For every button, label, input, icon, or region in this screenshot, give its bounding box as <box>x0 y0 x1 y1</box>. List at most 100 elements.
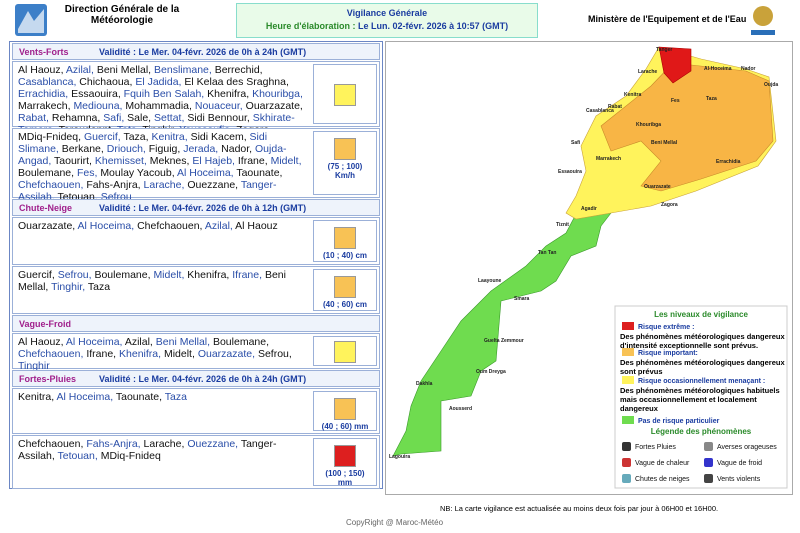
city-link[interactable]: Midelt, <box>153 269 185 281</box>
city-link[interactable]: Beni Mellal, <box>155 336 211 348</box>
phenomenon-icon <box>622 442 631 451</box>
city-link[interactable]: Kenitra, <box>151 131 188 143</box>
city-link[interactable]: Sidi Slimane, <box>18 131 268 155</box>
city-link[interactable]: Tinghir, <box>51 281 86 293</box>
map-label: Oujda <box>764 82 778 88</box>
city-link[interactable]: Khenifra, <box>119 348 162 360</box>
city: Figuig, <box>148 143 181 155</box>
city: Moulay Yacoub, <box>100 167 175 179</box>
map-label: Rabat <box>608 104 622 110</box>
city-link[interactable]: Khouribga, <box>252 88 303 100</box>
section-header: Vents-Forts Validité : Le Mer. 04-févr. 2… <box>12 43 380 60</box>
city-link[interactable]: Nouaceur, <box>194 100 243 112</box>
city-link[interactable]: Mediouna, <box>73 100 123 112</box>
section-validity: Validité : Le Mer. 04-févr. 2026 de 0h à… <box>99 374 307 384</box>
city-link[interactable]: Driouch, <box>106 143 146 155</box>
city-link[interactable]: El Hajeb, <box>192 155 235 167</box>
map-label: Beni Mellal <box>651 140 678 146</box>
region-red <box>658 46 692 84</box>
map: Tanger Larache Al-Hoceima Nador Oujda Kenitra… <box>389 46 788 489</box>
region-green <box>392 212 612 457</box>
city-link[interactable]: Chefchaouen, <box>18 179 84 191</box>
level-square <box>334 398 356 420</box>
level-square <box>334 227 356 249</box>
city-link[interactable]: Errachidia, <box>18 88 69 100</box>
legend-swatch <box>622 416 634 424</box>
city-link[interactable]: Guercif, <box>83 131 121 143</box>
city-list: Guercif, Sefrou, Boulemane, Midelt, Khen… <box>18 269 310 293</box>
city: Ouarzazate, <box>18 220 76 232</box>
city-link[interactable]: Azilal, <box>204 220 233 232</box>
city-link[interactable]: Tetouan, <box>57 450 98 462</box>
city-link[interactable]: Sefrou, <box>57 269 92 281</box>
city-link[interactable]: Taza <box>164 391 187 403</box>
copyright: CopyRight @ Maroc-Météo <box>346 518 444 527</box>
map-label: Errachidia <box>716 159 741 165</box>
vigilance-row: MDiq-Fnideq, Guercif, Taza, Kenitra, Sid… <box>12 128 380 203</box>
city: Al Haouz, <box>18 336 64 348</box>
legend-desc: Des phénomènes météorologiques dangereux… <box>620 332 785 350</box>
city-link[interactable]: Oujda-Angad, <box>18 143 287 167</box>
city-link[interactable]: Fes, <box>76 167 98 179</box>
city: Kenitra, <box>18 391 55 403</box>
city-link[interactable]: Azilal, <box>65 64 94 76</box>
city: Berkane, <box>61 143 104 155</box>
city: Meknes, <box>149 155 190 167</box>
city-link[interactable]: Al Hoceima, <box>176 167 234 179</box>
city-link[interactable]: Midelt, <box>270 155 302 167</box>
city-link[interactable]: Jerada, <box>183 143 219 155</box>
city-list: Kenitra, Al Hoceima, Taounate, Taza <box>18 391 310 403</box>
city-link[interactable]: Khemisset, <box>94 155 147 167</box>
phenomenon-icon <box>704 474 713 483</box>
map-label: Essaouira <box>558 169 582 175</box>
vigilance-row: Al Haouz, Al Hoceima, Azilal, Beni Mella… <box>12 333 380 372</box>
city-link[interactable]: Benslimane, <box>154 64 212 76</box>
city-link[interactable]: Fahs-Anjra, <box>86 438 141 450</box>
ministry: Ministère de l'Equipement et de l'Eau <box>588 14 747 24</box>
city-link[interactable]: Tinghir <box>18 360 50 372</box>
legend-desc: Des phénomènes météorologiques dangereux… <box>620 358 785 376</box>
level-indicator: (40 ; 60) cm <box>313 269 377 311</box>
city-link[interactable]: Chefchaouen, <box>18 348 84 360</box>
map-label: Agadir <box>581 206 597 212</box>
map-label: Khouribga <box>636 122 661 128</box>
level-range: (100 ; 150) <box>325 469 365 478</box>
level-square <box>334 276 356 298</box>
city: Azilal, <box>124 336 153 348</box>
header: Direction Générale de la Météorologie Vig… <box>0 0 800 40</box>
city-link[interactable]: Safi, <box>103 112 125 124</box>
city-link[interactable]: Ouezzane, <box>187 438 239 450</box>
city-link[interactable]: Larache, <box>143 179 185 191</box>
elaboration-date: Le Lun. 02-févr. 2026 à 10:57 (GMT) <box>358 21 509 31</box>
ministry-logo <box>751 6 775 35</box>
map-label: Guelta Zemmour <box>484 338 524 344</box>
map-label: Larache <box>638 69 657 75</box>
city-link[interactable]: Ouarzazate, <box>197 348 256 360</box>
city-link[interactable]: Settat, <box>154 112 185 124</box>
title-box: Vigilance Générale Heure d'élaboration :… <box>236 3 538 38</box>
city-link[interactable]: Al Hoceima, <box>56 391 114 403</box>
city: El Kelaa des Sraghna, <box>184 76 289 88</box>
city-link[interactable]: Casablanca, <box>18 76 77 88</box>
note: NB: La carte vigilance est actualisée au… <box>440 504 719 513</box>
section-title: Vague-Froid <box>19 319 72 329</box>
city: Khenifra, <box>207 88 250 100</box>
city-link[interactable]: Ifrane, <box>232 269 263 281</box>
vigilance-row: Ouarzazate, Al Hoceima, Chefchaouen, Azi… <box>12 217 380 265</box>
map-label: Taza <box>706 96 717 102</box>
level-indicator: (10 ; 40) cm <box>313 220 377 262</box>
city: Sale, <box>127 112 152 124</box>
city: Boulemane, <box>94 269 151 281</box>
city-link[interactable]: Al Hoceima, <box>65 336 123 348</box>
city-link[interactable]: El Jadida, <box>135 76 182 88</box>
city-link[interactable]: Rabat, <box>18 112 49 124</box>
city-link[interactable]: Al Hoceima, <box>77 220 135 232</box>
city: Midelt, <box>163 348 195 360</box>
level-range: (40 ; 60) cm <box>322 300 368 309</box>
level-square <box>334 445 356 467</box>
vigilance-row: Chefchaouen, Fahs-Anjra, Larache, Ouezza… <box>12 435 380 489</box>
section-title: Vents-Forts <box>19 47 69 57</box>
level-range: mm <box>337 478 353 487</box>
city-link[interactable]: Fquih Ben Salah, <box>123 88 205 100</box>
map-label: Aousserd <box>449 406 472 412</box>
